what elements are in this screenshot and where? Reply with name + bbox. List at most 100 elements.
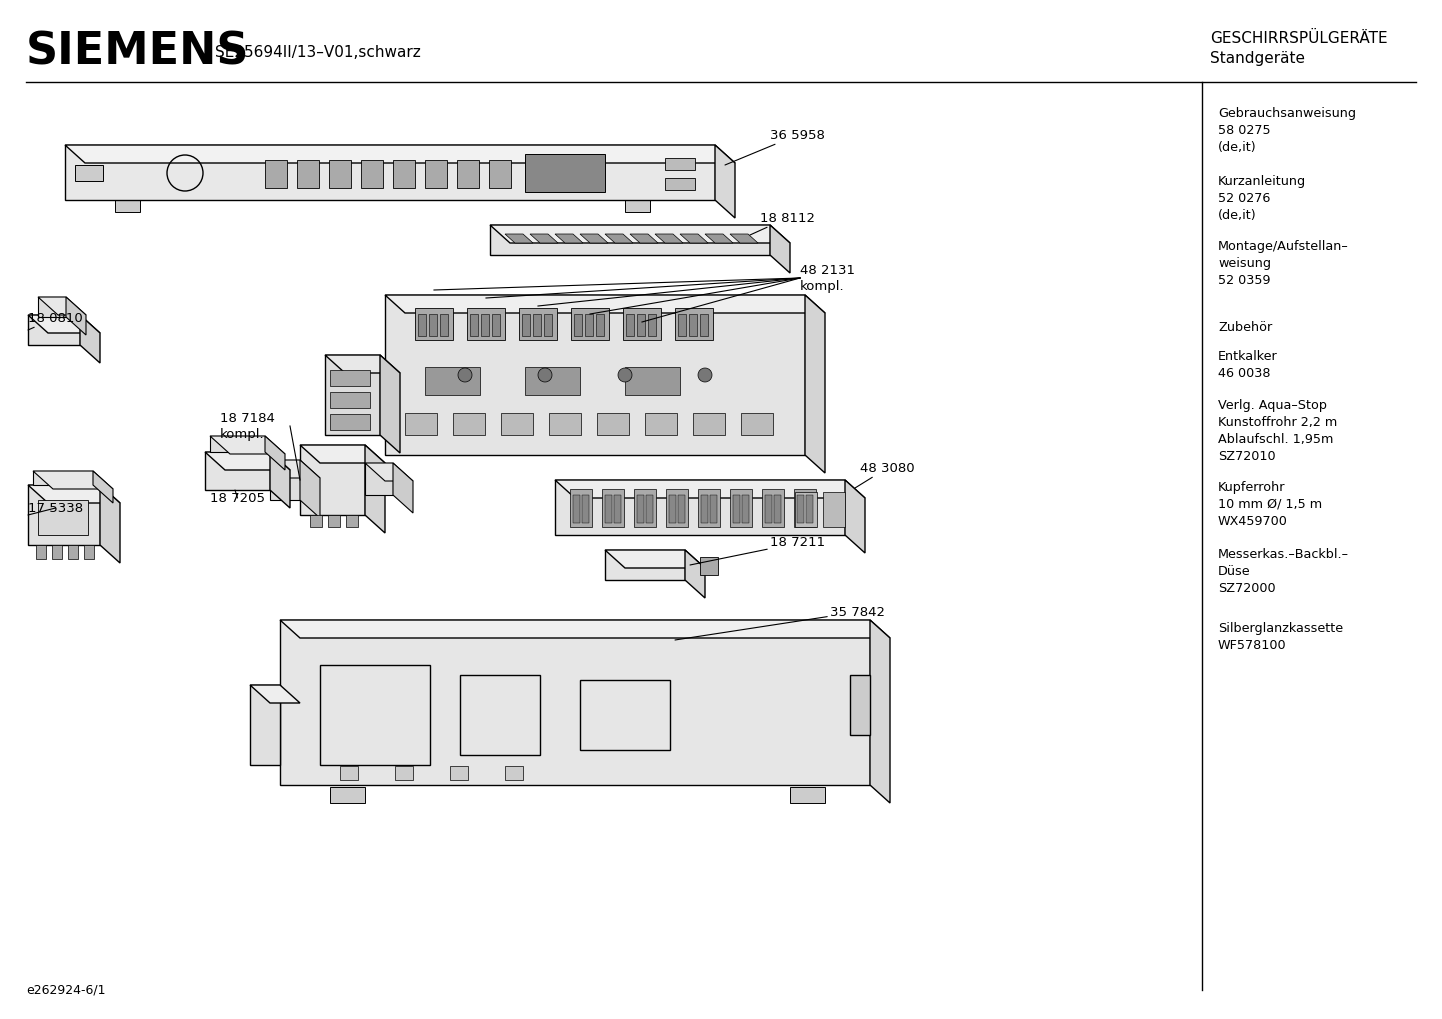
Text: 18 7211: 18 7211 — [691, 536, 825, 565]
Polygon shape — [685, 550, 705, 598]
Bar — [418, 314, 425, 336]
Polygon shape — [37, 297, 87, 315]
Bar — [320, 665, 430, 765]
Bar — [699, 314, 708, 336]
Bar — [694, 413, 725, 435]
Bar — [571, 308, 609, 340]
Bar — [453, 413, 485, 435]
Polygon shape — [555, 480, 865, 498]
Bar — [741, 413, 773, 435]
Polygon shape — [249, 685, 280, 765]
Bar — [689, 314, 696, 336]
Polygon shape — [92, 471, 112, 503]
Polygon shape — [65, 145, 715, 200]
Polygon shape — [27, 315, 99, 333]
Bar — [265, 160, 287, 187]
Bar — [52, 545, 62, 559]
Bar — [596, 314, 604, 336]
Polygon shape — [324, 355, 381, 435]
Bar — [425, 367, 480, 395]
Bar — [665, 178, 695, 190]
Bar — [678, 495, 685, 523]
Bar — [68, 545, 78, 559]
Bar — [634, 489, 656, 527]
Bar — [572, 495, 580, 523]
Bar — [440, 314, 448, 336]
Bar — [823, 492, 845, 527]
Bar — [330, 414, 371, 430]
Polygon shape — [490, 225, 790, 243]
Text: 18 8112: 18 8112 — [750, 212, 815, 235]
Bar — [544, 314, 552, 336]
Bar — [637, 314, 645, 336]
Polygon shape — [580, 234, 609, 243]
Polygon shape — [555, 480, 845, 535]
Polygon shape — [606, 550, 705, 568]
Bar — [505, 766, 523, 780]
Bar — [637, 495, 645, 523]
Bar — [614, 495, 622, 523]
Bar — [489, 160, 510, 187]
Text: 48 3080: 48 3080 — [855, 462, 914, 488]
Bar — [709, 495, 717, 523]
Bar — [425, 160, 447, 187]
Polygon shape — [99, 485, 120, 564]
Bar — [623, 308, 660, 340]
Bar — [525, 367, 580, 395]
Bar — [597, 413, 629, 435]
Bar — [460, 675, 539, 755]
Polygon shape — [211, 436, 265, 452]
Text: kompl.: kompl. — [800, 279, 845, 292]
Polygon shape — [270, 460, 320, 478]
Polygon shape — [365, 463, 412, 481]
Bar — [797, 495, 805, 523]
Polygon shape — [715, 145, 735, 218]
Bar — [360, 160, 384, 187]
Bar — [457, 160, 479, 187]
Polygon shape — [115, 200, 140, 212]
Polygon shape — [849, 675, 870, 735]
Bar — [743, 495, 748, 523]
Bar — [470, 314, 477, 336]
Bar — [645, 413, 676, 435]
Bar — [730, 489, 751, 527]
Bar — [585, 314, 593, 336]
Bar — [675, 308, 712, 340]
Bar — [415, 308, 453, 340]
Bar — [405, 413, 437, 435]
Bar — [626, 314, 634, 336]
Text: GESCHIRRSPÜLGERÄTE: GESCHIRRSPÜLGERÄTE — [1210, 31, 1387, 46]
Bar — [678, 314, 686, 336]
Circle shape — [538, 368, 552, 382]
Polygon shape — [33, 471, 92, 485]
Bar — [346, 515, 358, 527]
Bar — [84, 545, 94, 559]
Polygon shape — [27, 315, 79, 345]
Bar — [774, 495, 782, 523]
Bar — [519, 308, 557, 340]
Text: 18 7205: 18 7205 — [211, 490, 265, 504]
Bar — [624, 367, 681, 395]
Polygon shape — [505, 234, 534, 243]
Bar — [534, 314, 541, 336]
Polygon shape — [27, 485, 120, 503]
Bar — [467, 308, 505, 340]
Polygon shape — [265, 436, 286, 470]
Circle shape — [698, 368, 712, 382]
Polygon shape — [300, 445, 365, 515]
Polygon shape — [870, 620, 890, 803]
Polygon shape — [805, 294, 825, 473]
Polygon shape — [790, 787, 825, 803]
Bar — [525, 154, 606, 192]
Bar — [795, 489, 816, 527]
Bar — [647, 314, 656, 336]
Polygon shape — [330, 787, 365, 803]
Bar — [340, 766, 358, 780]
Polygon shape — [205, 452, 290, 470]
Text: Kurzanleitung
52 0276
(de,it): Kurzanleitung 52 0276 (de,it) — [1218, 175, 1306, 222]
Bar — [450, 766, 469, 780]
Bar — [766, 495, 771, 523]
Bar — [36, 545, 46, 559]
Text: Standgeräte: Standgeräte — [1210, 51, 1305, 65]
Polygon shape — [630, 234, 658, 243]
